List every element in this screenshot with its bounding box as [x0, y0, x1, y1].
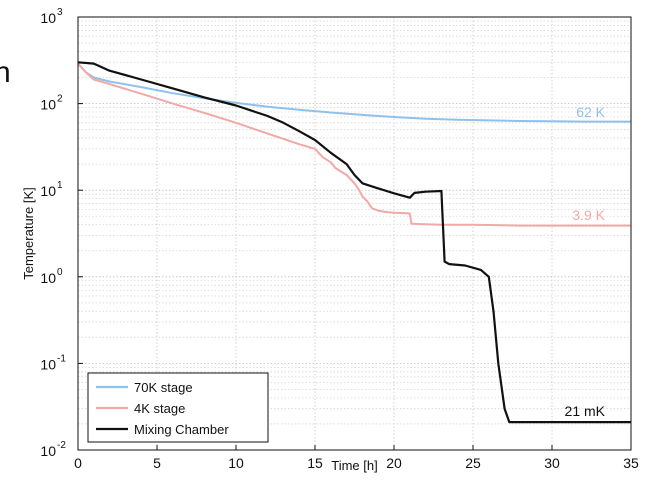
annotation-70k-stage: 62 K	[576, 104, 605, 120]
series-lines	[77, 61, 631, 424]
y-tick-label: 10	[40, 270, 56, 286]
annotation-mixing-chamber: 21 mK	[565, 403, 606, 419]
x-tick-label: 10	[228, 455, 244, 471]
x-axis-label: Time [h]	[331, 458, 377, 473]
x-tick-label: 35	[623, 455, 639, 471]
x-tick-label: 0	[74, 455, 82, 471]
x-tick-label: 20	[386, 455, 402, 471]
legend-label: 70K stage	[134, 380, 193, 395]
y-tick-exponent: -2	[57, 440, 66, 451]
series-line-4k-stage	[77, 62, 631, 227]
y-tick-label: 10	[40, 356, 56, 372]
series-line-70k-stage	[77, 62, 631, 123]
y-tick-exponent: -1	[57, 353, 66, 364]
legend: 70K stage 4K stage Mixing Chamber	[87, 372, 269, 443]
y-tick-exponent: 2	[57, 94, 63, 105]
y-tick-label: 10	[40, 97, 56, 113]
x-tick-label: 5	[153, 455, 161, 471]
plot-frame	[77, 16, 632, 451]
y-tick-label: 10	[40, 10, 56, 26]
series-annotations: 62 K 3.9 K 21 mK	[565, 104, 606, 419]
x-tick-label: 25	[465, 455, 481, 471]
y-tick-label: 10	[40, 443, 56, 459]
y-axis-label: Temperature [K]	[21, 187, 36, 280]
x-tick-label: 15	[307, 455, 323, 471]
series-line-mixing-chamber	[77, 61, 631, 424]
y-tick-exponent: 1	[57, 180, 63, 191]
y-tick-exponent: 0	[57, 267, 63, 278]
clipped-edge-text: n	[0, 56, 11, 89]
x-axis-ticks: 0 5 10 15 20 25 30 35	[74, 445, 639, 471]
legend-label: 4K stage	[134, 401, 185, 416]
y-tick-exponent: 3	[57, 7, 63, 18]
y-tick-label: 10	[40, 183, 56, 199]
x-tick-label: 30	[544, 455, 560, 471]
annotation-4k-stage: 3.9 K	[572, 207, 605, 223]
legend-label: Mixing Chamber	[134, 422, 229, 437]
